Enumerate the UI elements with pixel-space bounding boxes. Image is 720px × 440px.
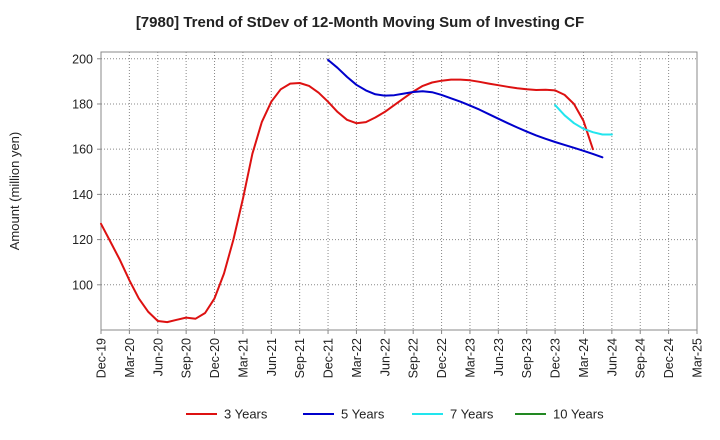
y-tick-label: 200 — [72, 52, 93, 66]
legend-label-4: 10 Years — [553, 407, 604, 422]
x-tick-label: Sep-21 — [293, 338, 307, 378]
legend-label-1: 3 Years — [224, 407, 268, 422]
y-axis-label: Amount (million yen) — [7, 132, 22, 251]
x-tick-label: Jun-22 — [378, 338, 392, 376]
x-tick-label: Dec-23 — [549, 338, 563, 378]
x-tick-label: Sep-24 — [634, 338, 648, 378]
x-tick-label: Jun-21 — [265, 338, 279, 376]
series-line-2 — [327, 58, 604, 159]
series-line-3 — [554, 104, 613, 136]
y-tick-label: 100 — [72, 278, 93, 292]
x-tick-label: Jun-23 — [492, 338, 506, 376]
series-line-1 — [100, 78, 594, 324]
x-tick-label: Mar-21 — [236, 338, 250, 378]
x-tick-label: Mar-25 — [691, 338, 705, 378]
y-tick-label: 180 — [72, 97, 93, 111]
x-tick-label: Jun-20 — [151, 338, 165, 376]
x-tick-label: Sep-23 — [520, 338, 534, 378]
y-tick-label: 160 — [72, 143, 93, 157]
y-tick-label: 120 — [72, 233, 93, 247]
y-tick-label: 140 — [72, 188, 93, 202]
legend-label-3: 7 Years — [450, 407, 494, 422]
x-tick-label: Mar-24 — [577, 338, 591, 378]
legend-label-2: 5 Years — [341, 407, 385, 422]
x-tick-label: Dec-20 — [208, 338, 222, 378]
chart-title: [7980] Trend of StDev of 12-Month Moving… — [135, 14, 585, 31]
x-tick-label: Dec-24 — [662, 338, 676, 378]
x-tick-label: Dec-19 — [95, 338, 109, 378]
x-tick-label: Dec-22 — [435, 338, 449, 378]
x-tick-label: Mar-23 — [463, 338, 477, 378]
x-tick-label: Jun-24 — [605, 338, 619, 376]
x-tick-label: Dec-21 — [322, 338, 336, 378]
x-tick-label: Sep-20 — [180, 338, 194, 378]
x-tick-label: Sep-22 — [407, 338, 421, 378]
x-tick-label: Mar-22 — [350, 338, 364, 378]
x-tick-label: Mar-20 — [123, 338, 137, 378]
plot-frame — [100, 51, 698, 331]
